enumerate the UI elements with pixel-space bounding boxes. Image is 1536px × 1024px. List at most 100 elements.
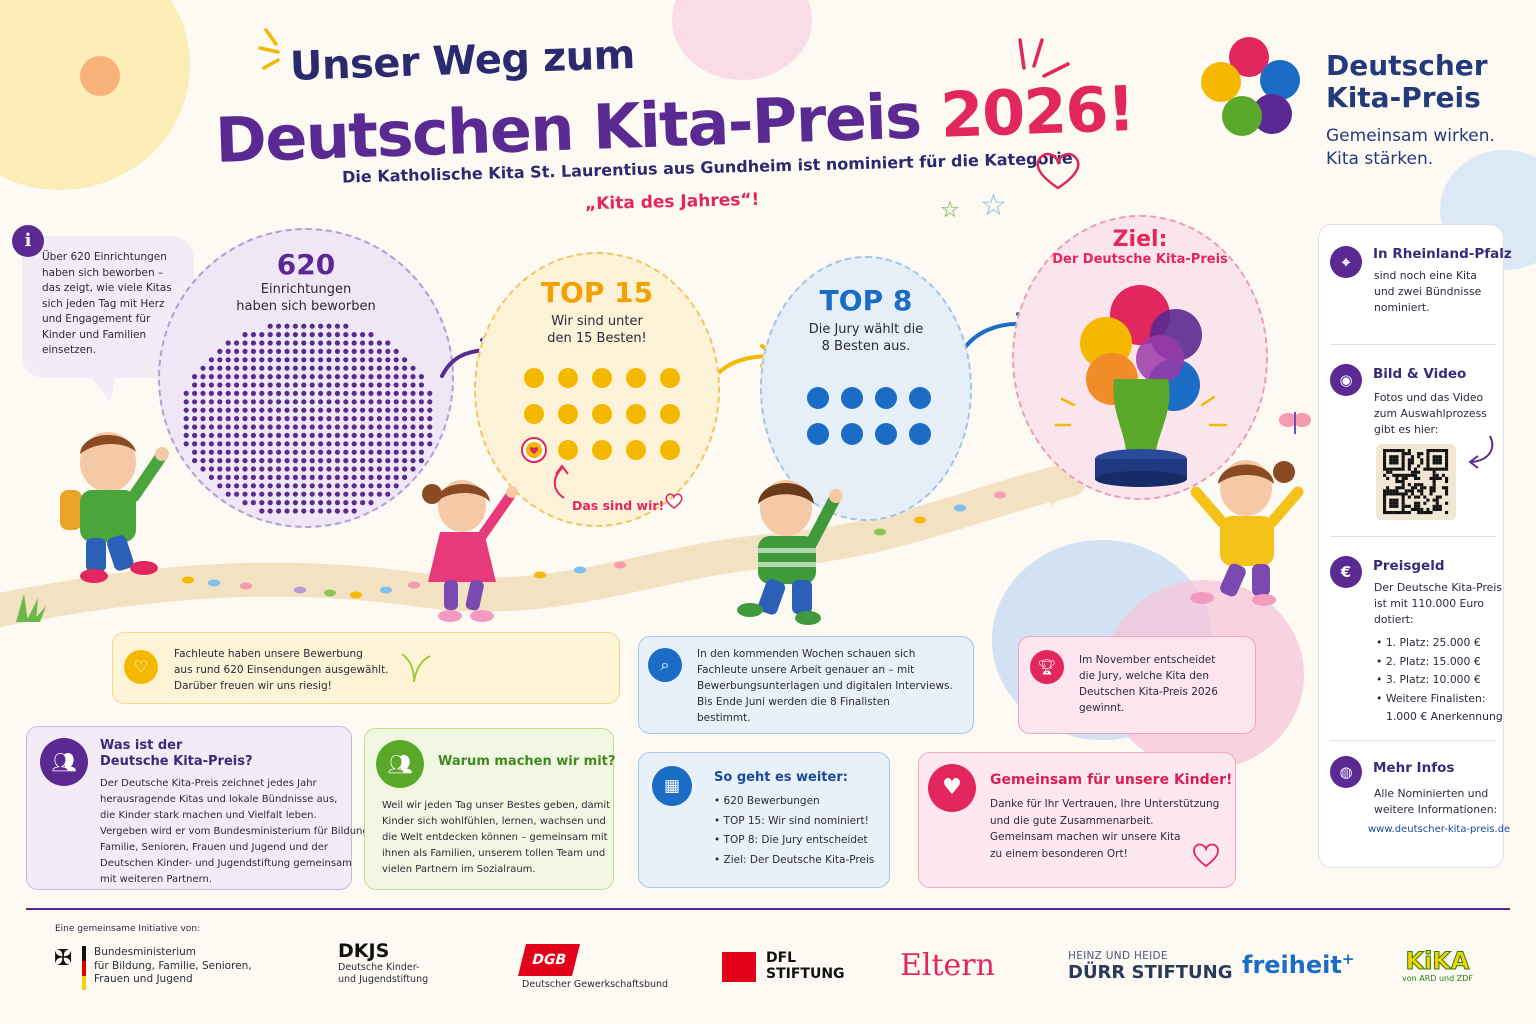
- application-dot: [217, 458, 223, 464]
- own-kita-heart-icon: [529, 447, 539, 454]
- media-line: gibt es hier:: [1374, 423, 1439, 436]
- application-dot: [393, 466, 399, 472]
- application-dot: [284, 458, 290, 464]
- application-dot: [284, 500, 290, 506]
- application-dot: [276, 390, 282, 396]
- qr-module: [1395, 473, 1399, 477]
- application-dot: [242, 424, 248, 430]
- qr-module: [1435, 504, 1439, 508]
- application-dot: [309, 491, 315, 497]
- top8-dot: [807, 423, 829, 445]
- application-dot: [427, 399, 433, 405]
- qr-module: [1445, 501, 1449, 505]
- application-dot: [368, 466, 374, 472]
- application-dot: [343, 323, 349, 329]
- application-dot: [309, 382, 315, 388]
- qr-module: [1407, 511, 1411, 515]
- application-dot: [343, 424, 349, 430]
- application-dot: [259, 340, 265, 346]
- qr-module: [1389, 458, 1393, 462]
- application-dot: [259, 365, 265, 371]
- application-dot: [368, 483, 374, 489]
- application-dot: [368, 458, 374, 464]
- application-dot: [192, 407, 198, 413]
- qr-module: [1410, 458, 1414, 462]
- qr-module: [1401, 452, 1405, 456]
- application-dot: [242, 340, 248, 346]
- application-dot: [402, 441, 408, 447]
- application-dot: [318, 323, 324, 329]
- qr-module: [1383, 504, 1387, 508]
- what-is-title-line1: Was ist der: [100, 738, 183, 753]
- application-dot: [351, 500, 357, 506]
- application-dot: [250, 449, 256, 455]
- qr-module: [1395, 486, 1399, 490]
- qr-module: [1407, 504, 1411, 508]
- application-dot: [292, 399, 298, 405]
- qr-module: [1392, 504, 1396, 508]
- dkjs-text: Deutsche Kinder- und Jugendstiftung: [338, 962, 428, 986]
- qr-module: [1401, 507, 1405, 511]
- application-dot: [318, 508, 324, 514]
- application-dot: [276, 399, 282, 405]
- qr-module: [1423, 467, 1427, 471]
- application-dot: [326, 365, 332, 371]
- application-dot: [309, 424, 315, 430]
- application-dot: [393, 382, 399, 388]
- application-dot: [183, 399, 189, 405]
- application-dot: [234, 399, 240, 405]
- qr-module: [1407, 461, 1411, 465]
- stage-top15: TOP 15 Wir sind unter den 15 Besten! Das…: [474, 252, 720, 527]
- application-dot: [385, 483, 391, 489]
- application-dot: [393, 449, 399, 455]
- application-dot: [242, 491, 248, 497]
- sprout-icon: [401, 653, 431, 683]
- qr-code[interactable]: [1376, 444, 1456, 520]
- application-dot: [351, 441, 357, 447]
- child-girl-pink-illustration: [422, 480, 518, 622]
- qr-module: [1445, 461, 1449, 465]
- qr-module: [1441, 467, 1445, 471]
- magnifier-icon: ⌕: [648, 648, 682, 682]
- application-dot: [301, 491, 307, 497]
- qr-module: [1398, 467, 1402, 471]
- qr-module: [1401, 461, 1405, 465]
- application-dot: [410, 441, 416, 447]
- application-dot: [326, 432, 332, 438]
- qr-module: [1389, 501, 1393, 505]
- finalist-dot: [592, 404, 612, 424]
- application-dot: [360, 474, 366, 480]
- qr-module: [1432, 455, 1436, 459]
- application-dot: [393, 407, 399, 413]
- application-dot: [200, 441, 206, 447]
- application-dot: [208, 374, 214, 380]
- application-dot: [410, 466, 416, 472]
- application-dot: [318, 449, 324, 455]
- application-dot: [402, 466, 408, 472]
- more-info-link[interactable]: www.deutscher-kita-preis.de: [1368, 824, 1511, 835]
- qr-module: [1401, 464, 1405, 468]
- application-dot: [234, 449, 240, 455]
- top8-dot: [841, 387, 863, 409]
- application-dot: [376, 424, 382, 430]
- application-dot: [418, 432, 424, 438]
- qr-module: [1417, 452, 1421, 456]
- callout-arrow-icon: [553, 464, 569, 499]
- application-dot: [259, 449, 265, 455]
- prize-item: 1.000 € Anerkennung: [1376, 708, 1503, 727]
- qr-module: [1417, 501, 1421, 505]
- qr-module: [1401, 492, 1405, 496]
- what-is-line: Der Deutsche Kita-Preis zeichnet jedes J…: [100, 778, 317, 789]
- logo-petal-blue: [1260, 60, 1300, 100]
- application-dot: [410, 399, 416, 405]
- qr-module: [1401, 476, 1405, 480]
- application-dot: [192, 382, 198, 388]
- what-is-title-line2: Deutsche Kita-Preis?: [100, 754, 253, 769]
- selection-line3: Darüber freuen wir uns riesig!: [174, 680, 332, 692]
- application-dot: [376, 449, 382, 455]
- application-dot: [208, 382, 214, 388]
- top8-dot: [875, 387, 897, 409]
- finalist-dot: [558, 440, 578, 460]
- qr-module: [1445, 455, 1449, 459]
- region-text: sind noch eine Kita und zwei Bündnisse n…: [1374, 268, 1481, 316]
